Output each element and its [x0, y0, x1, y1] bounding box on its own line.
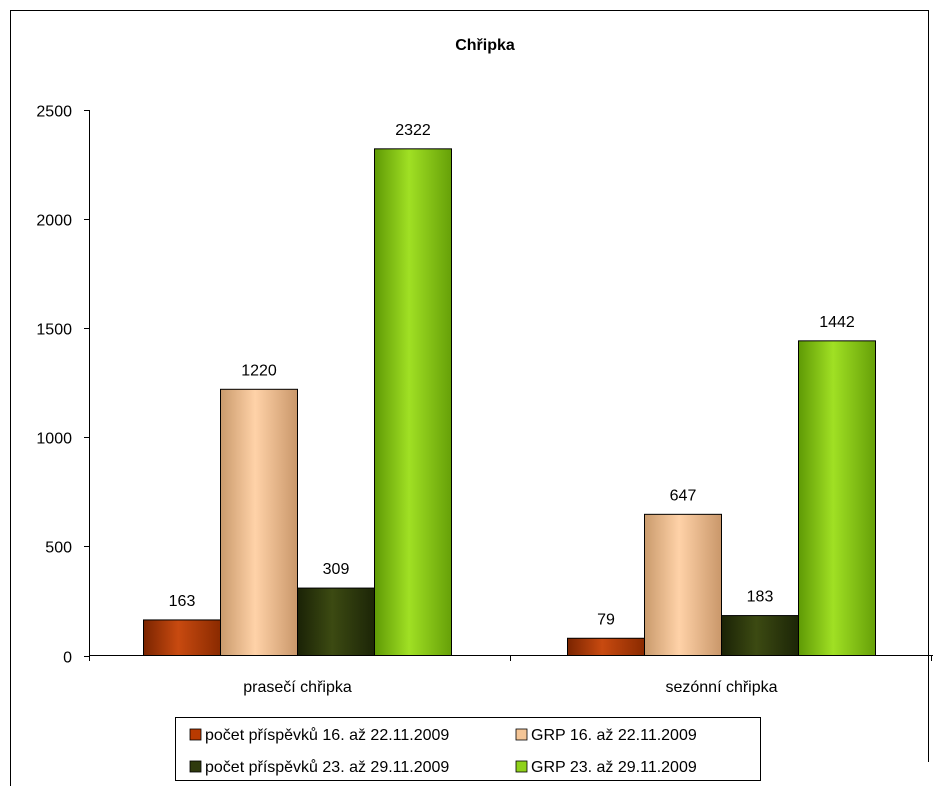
category-labels: prasečí chřipka sezónní chřipka: [243, 679, 777, 696]
bars: [143, 148, 876, 657]
legend-swatch-0: [189, 728, 202, 741]
chart-title: Chřipka: [455, 37, 515, 54]
bar: [374, 148, 452, 656]
bar-value-label: 1442: [819, 314, 855, 331]
bar: [220, 388, 298, 656]
y-axis-ticks: 0 500 1000 1500 2000 2500: [36, 104, 90, 667]
bar: [143, 619, 221, 657]
x-axis-ticks: [89, 655, 932, 661]
plot-area: 0 500 1000 1500 2000 2500 163 1220 309 2322 79 647…: [36, 104, 933, 696]
bar: [644, 513, 722, 656]
category-label: sezónní chřipka: [665, 679, 777, 696]
y-tick-label: 1500: [36, 322, 72, 339]
bar-value-label: 309: [323, 561, 350, 578]
legend-label-3: GRP 23. až 29.11.2009: [531, 759, 697, 776]
bar: [721, 615, 799, 656]
legend-swatch-3: [515, 760, 528, 773]
bar-value-label: 647: [670, 487, 697, 504]
legend: počet příspěvků 16. až 22.11.2009 GRP 16…: [175, 717, 761, 781]
data-labels: 163 1220 309 2322 79 647 183 1442: [169, 122, 855, 628]
bar-value-label: 163: [169, 593, 196, 610]
y-tick-label: 2000: [36, 213, 72, 230]
y-tick-label: 0: [63, 650, 72, 667]
legend-label-2: počet příspěvků 23. až 29.11.2009: [205, 758, 449, 776]
y-tick-label: 500: [45, 540, 72, 557]
legend-swatch-1: [515, 728, 528, 741]
bar: [297, 587, 375, 656]
bar-value-label: 1220: [241, 362, 277, 379]
legend-swatch-2: [189, 760, 202, 773]
category-label: prasečí chřipka: [243, 679, 352, 696]
y-tick-label: 1000: [36, 431, 72, 448]
y-tick-label: 2500: [36, 104, 72, 121]
bar-value-label: 2322: [395, 122, 431, 139]
legend-label-1: GRP 16. až 22.11.2009: [531, 727, 697, 744]
legend-label-0: počet příspěvků 16. až 22.11.2009: [205, 726, 449, 744]
bar-value-label: 79: [597, 611, 615, 628]
bar-value-label: 183: [747, 589, 774, 606]
bar: [567, 637, 645, 657]
legend-box: [175, 717, 761, 781]
bar: [798, 340, 876, 656]
chart-border: [10, 10, 929, 786]
